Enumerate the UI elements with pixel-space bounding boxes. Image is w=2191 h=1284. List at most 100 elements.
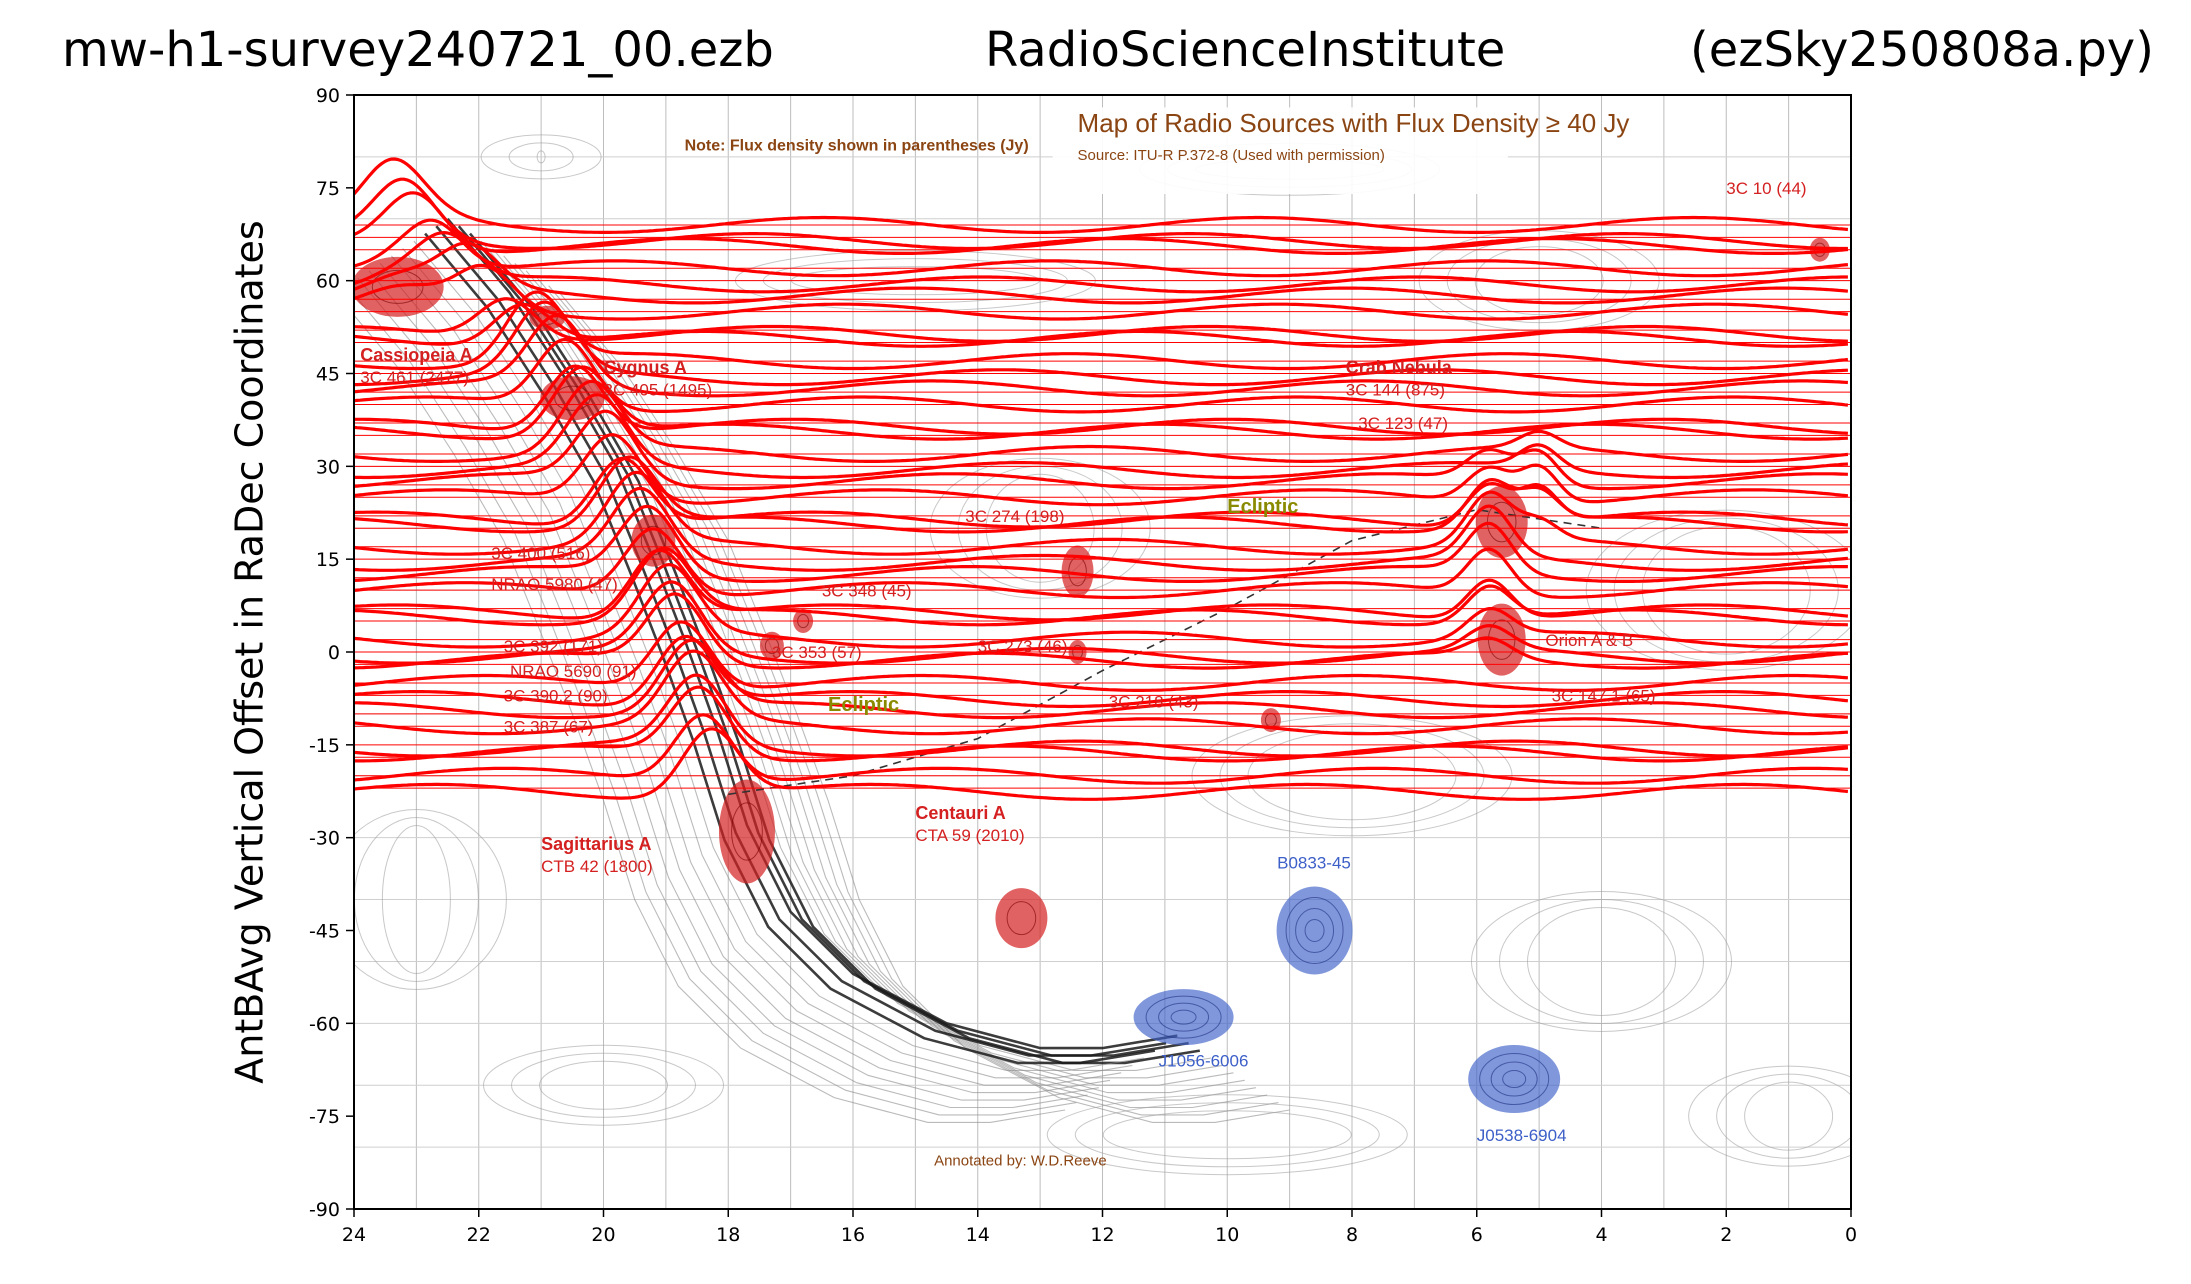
source-blob-blue xyxy=(1133,989,1234,1046)
y-tick-label: 60 xyxy=(316,271,340,293)
galactic-contour xyxy=(390,255,1122,1086)
source-label-sub: 3C 461 (2477) xyxy=(360,368,469,387)
source-label: J1056-6006 xyxy=(1159,1052,1249,1071)
x-tick-label: 12 xyxy=(1090,1224,1114,1246)
antbavg-trace xyxy=(354,241,1849,305)
source-label: 3C 387 (67) xyxy=(504,717,594,736)
source-blob-ring xyxy=(1490,1061,1538,1097)
antbavg-trace xyxy=(354,649,1849,736)
source-label-sub: 3C 405 (1495) xyxy=(604,381,713,400)
x-tick-label: 18 xyxy=(716,1224,740,1246)
header-left: mw-h1-survey240721_00.ezb xyxy=(62,22,774,78)
galactic-contour xyxy=(354,314,1066,1123)
antbavg-trace xyxy=(354,379,1849,463)
x-tick-label: 24 xyxy=(342,1224,366,1246)
source-blob-ring xyxy=(1502,1070,1527,1089)
map-contour xyxy=(1527,906,1676,1016)
source-blob-ring xyxy=(1170,1009,1197,1025)
x-tick-label: 6 xyxy=(1471,1224,1483,1246)
antbavg-trace xyxy=(354,177,1848,251)
source-blob-blue xyxy=(1468,1045,1561,1114)
y-tick-label: 75 xyxy=(316,178,340,200)
galactic-contour xyxy=(525,270,1256,1101)
source-blob-red xyxy=(1475,486,1528,559)
map-contour xyxy=(1688,1065,1851,1167)
map-contour xyxy=(483,1044,724,1126)
source-label: 3C 218 (43) xyxy=(1109,693,1199,712)
source-label-name: Cygnus A xyxy=(604,358,687,378)
antbavg-trace xyxy=(354,592,1848,670)
source-blob-ring xyxy=(1006,901,1037,936)
map-contour xyxy=(1102,1110,1352,1160)
x-tick-label: 4 xyxy=(1595,1224,1607,1246)
antbavg-trace xyxy=(354,157,1849,234)
source-blob-red xyxy=(759,631,784,660)
x-tick-label: 16 xyxy=(841,1224,865,1246)
antbavg-trace xyxy=(354,638,1848,720)
antbavg-trace xyxy=(354,504,1848,583)
y-tick-label: -30 xyxy=(309,828,340,850)
map-source: Source: ITU-R P.372-8 (Used with permiss… xyxy=(1078,147,1385,164)
y-tick-label: 90 xyxy=(316,85,340,107)
source-label: 3C 123 (47) xyxy=(1358,414,1448,433)
source-label-name: Cassiopeia A xyxy=(360,345,472,365)
source-label: 3C 390.2 (90) xyxy=(504,687,608,706)
x-tick-label: 10 xyxy=(1215,1224,1239,1246)
map-contour xyxy=(1046,1094,1408,1176)
source-label-name: Sagittarius A xyxy=(541,834,651,854)
source-label-sub: CTB 42 (1800) xyxy=(541,857,653,876)
source-label-sub: 3C 144 (875) xyxy=(1346,381,1445,400)
y-tick-label: 30 xyxy=(316,456,340,478)
map-contour xyxy=(536,150,546,164)
x-tick-label: 0 xyxy=(1845,1224,1857,1246)
map-contour xyxy=(1716,1073,1851,1159)
source-label-sub: CTA 59 (2010) xyxy=(915,826,1024,845)
source-blob-ring xyxy=(764,637,780,655)
map-credit: Annotated by: W.D.Reeve xyxy=(934,1153,1107,1170)
source-label: Orion A & B xyxy=(1545,631,1633,650)
y-tick-label: 0 xyxy=(328,642,340,664)
source-label: NRAO 5980 (47) xyxy=(491,575,618,594)
source-blob-ring xyxy=(371,269,424,304)
antbavg-trace xyxy=(354,297,1848,343)
map-annotations: Map of Radio Sources with Flux Density ≥… xyxy=(360,108,1806,1170)
header-center: RadioScienceInstitute xyxy=(985,22,1506,78)
source-blob-red xyxy=(718,779,775,884)
antbavg-trace xyxy=(354,290,1849,371)
antbavg-trace xyxy=(354,580,1849,665)
source-blob-ring xyxy=(731,802,763,861)
map-contour xyxy=(539,1060,668,1110)
source-label: 3C 392 (171) xyxy=(504,637,603,656)
antbavg-trace xyxy=(354,563,1849,649)
antbavg-trace xyxy=(354,456,1849,529)
ecliptic-label-1: Ecliptic xyxy=(1227,496,1298,518)
antbavg-trace xyxy=(354,433,1849,507)
antbavg-trace xyxy=(354,527,1849,600)
source-blob-ring xyxy=(1304,919,1325,942)
antbavg-trace xyxy=(354,218,1849,278)
antbavg-trace xyxy=(354,548,1849,622)
antbavg-trace xyxy=(354,620,1849,692)
antbavg-trace xyxy=(354,713,1849,785)
source-label: 3C 147.1 (65) xyxy=(1552,687,1656,706)
antbavg-traces xyxy=(354,157,1851,801)
antbavg-trace xyxy=(354,337,1849,414)
antbavg-trace xyxy=(354,634,1849,709)
axes: 24 22 20 18 16 14 12 10 8 6 4 2 09075604530150-15-30… xyxy=(309,85,1857,1246)
galactic-contour xyxy=(492,248,1223,1079)
ecliptic-label-2: Ecliptic xyxy=(828,694,899,716)
source-label: 3C 400 (516) xyxy=(491,544,590,563)
source-blob-ring xyxy=(1158,1002,1210,1032)
source-blob-ring xyxy=(1285,897,1344,964)
source-blob-red xyxy=(995,888,1048,949)
x-tick-label: 22 xyxy=(467,1224,491,1246)
source-label: 3C 348 (45) xyxy=(822,581,912,600)
source-label: 3C 353 (57) xyxy=(772,643,862,662)
source-blob-red xyxy=(631,514,676,567)
antbavg-trace xyxy=(354,231,1848,294)
source-label: 3C 273 (46) xyxy=(978,637,1068,656)
y-tick-label: 15 xyxy=(316,549,340,571)
galactic-contour xyxy=(402,248,1133,1079)
galactic-contour xyxy=(368,270,1099,1101)
antbavg-trace xyxy=(354,673,1849,758)
